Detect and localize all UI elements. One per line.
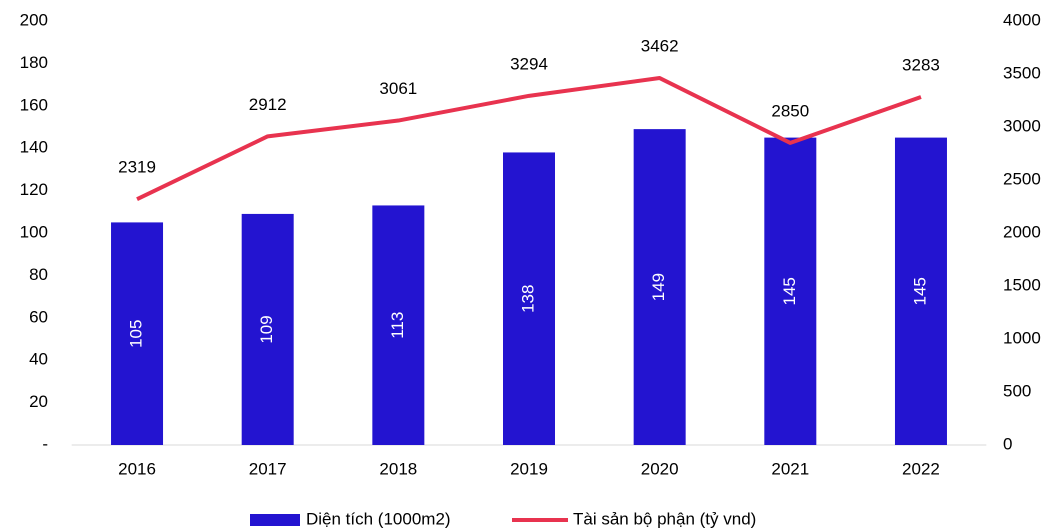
bar-value-label: 145 bbox=[910, 277, 929, 305]
legend-swatch bbox=[250, 514, 300, 526]
bar-value-label: 138 bbox=[518, 285, 537, 313]
legend-label: Tài sản bộ phận (tỷ vnd) bbox=[573, 509, 756, 528]
y2-tick-label: 0 bbox=[1003, 434, 1012, 453]
y-tick-label: 120 bbox=[20, 180, 48, 199]
x-tick-label: 2019 bbox=[510, 459, 548, 478]
line-value-label: 3061 bbox=[379, 79, 417, 98]
bar bbox=[894, 137, 947, 445]
bar-value-label: 105 bbox=[127, 320, 146, 348]
line-value-label: 3283 bbox=[902, 55, 940, 74]
bar-value-label: 113 bbox=[388, 312, 407, 339]
y-tick-label: 160 bbox=[20, 95, 48, 114]
y2-tick-label: 500 bbox=[1003, 381, 1031, 400]
x-tick-label: 2017 bbox=[249, 459, 287, 478]
y2-tick-label: 4000 bbox=[1003, 10, 1041, 29]
y-tick-label: - bbox=[42, 434, 48, 453]
line-value-label: 3294 bbox=[510, 54, 548, 73]
line-value-label: 2912 bbox=[249, 95, 287, 114]
bar-value-label: 109 bbox=[257, 315, 276, 343]
y2-tick-label: 2000 bbox=[1003, 222, 1041, 241]
line bbox=[136, 76, 922, 201]
line-value-label: 2319 bbox=[118, 158, 156, 177]
y2-tick-label: 3500 bbox=[1003, 63, 1041, 82]
y-tick-label: 200 bbox=[20, 10, 48, 29]
bar bbox=[372, 205, 425, 445]
y2-tick-label: 1500 bbox=[1003, 275, 1041, 294]
legend-label: Diện tích (1000m2) bbox=[306, 509, 451, 528]
y-tick-label: 140 bbox=[20, 138, 48, 157]
y2-tick-label: 2500 bbox=[1003, 169, 1041, 188]
y-tick-label: 80 bbox=[29, 265, 48, 284]
bar-value-label: 149 bbox=[649, 273, 668, 301]
y2-tick-label: 1000 bbox=[1003, 328, 1041, 347]
x-tick-label: 2016 bbox=[118, 459, 156, 478]
bar bbox=[764, 137, 817, 445]
y-tick-label: 180 bbox=[20, 53, 48, 72]
y-tick-label: 60 bbox=[29, 307, 48, 326]
y-tick-label: 20 bbox=[29, 392, 48, 411]
y-tick-label: 100 bbox=[20, 222, 48, 241]
bar bbox=[111, 222, 164, 445]
bar bbox=[241, 213, 294, 445]
x-tick-label: 2021 bbox=[771, 459, 809, 478]
y-tick-label: 40 bbox=[29, 350, 48, 369]
line-value-label: 2850 bbox=[771, 101, 809, 120]
x-tick-label: 2018 bbox=[379, 459, 417, 478]
bar bbox=[503, 152, 555, 445]
x-tick-label: 2022 bbox=[902, 459, 940, 478]
x-tick-label: 2020 bbox=[641, 459, 679, 478]
y2-tick-label: 3000 bbox=[1003, 116, 1041, 135]
bar-value-label: 145 bbox=[780, 277, 799, 305]
line-value-label: 3462 bbox=[641, 37, 679, 56]
bar bbox=[633, 129, 686, 445]
